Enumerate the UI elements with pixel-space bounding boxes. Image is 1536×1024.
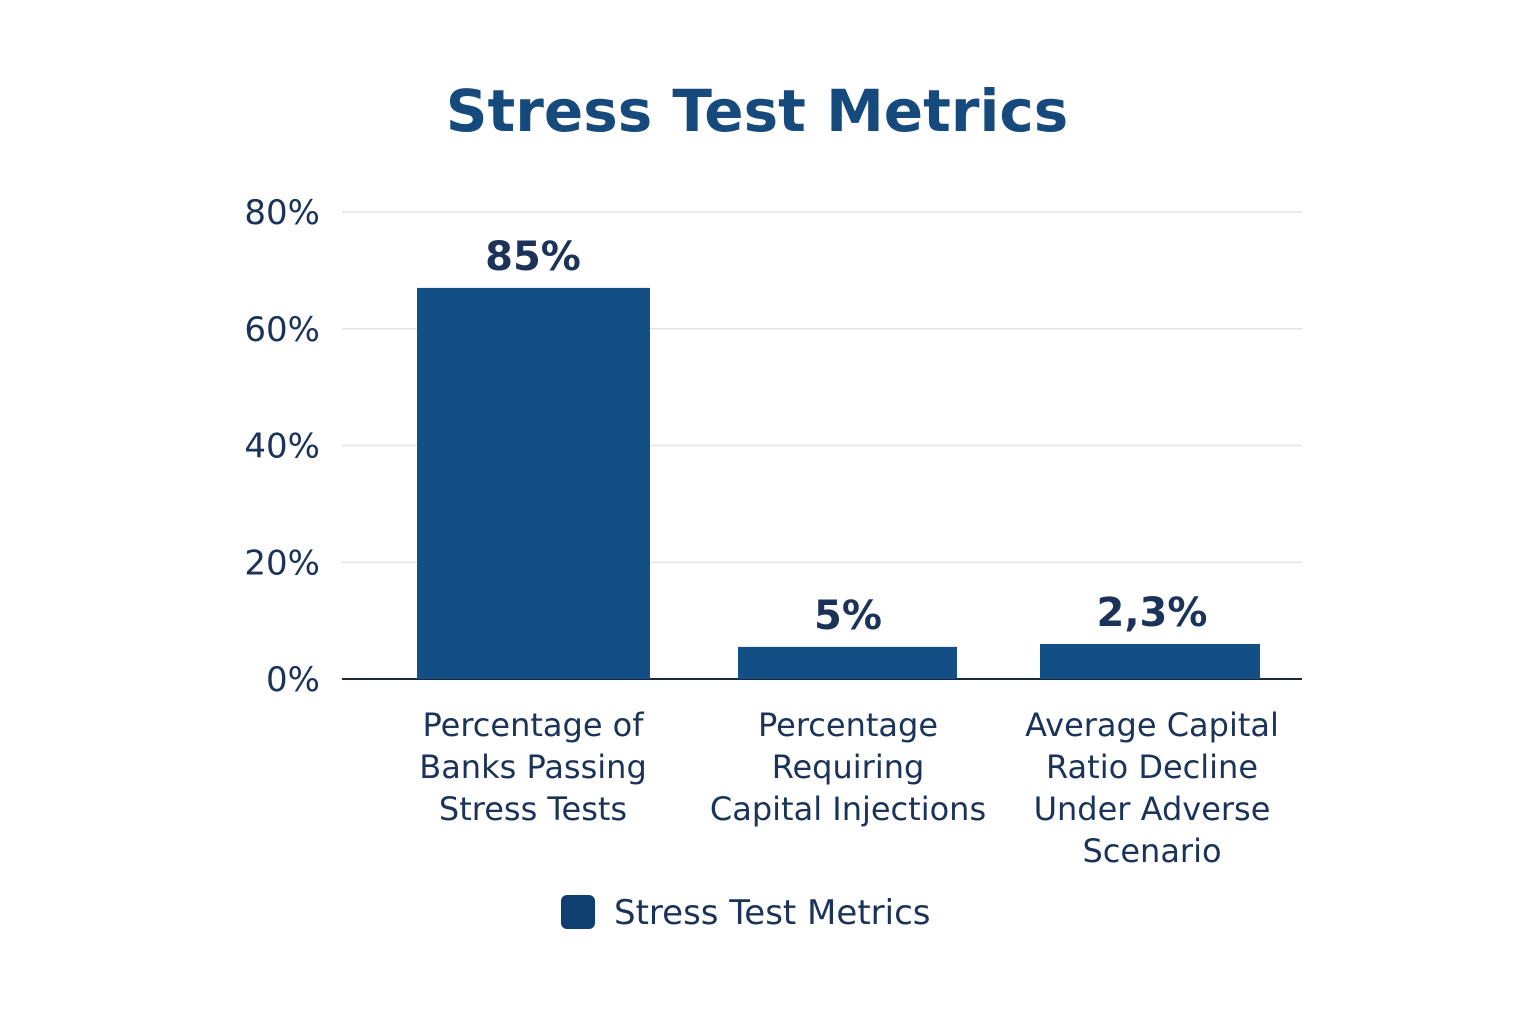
y-tick-label: 40% bbox=[244, 427, 320, 467]
legend-swatch bbox=[561, 895, 595, 929]
bar bbox=[738, 646, 957, 679]
y-tick-label: 80% bbox=[244, 193, 320, 233]
x-tick-label-line: Average Capital bbox=[1025, 706, 1279, 744]
bar-layer bbox=[417, 287, 1260, 679]
x-tick-label-line: Stress Tests bbox=[439, 790, 627, 828]
data-label: 2,3% bbox=[1097, 590, 1208, 636]
chart-title: Stress Test Metrics bbox=[446, 77, 1068, 145]
label-layer: 0% 20% 40% 60% 80% 85% Percentage of Banks Pass… bbox=[244, 193, 1278, 870]
x-tick-label: Percentage Requiring Capital Injections bbox=[710, 706, 986, 828]
data-label: 85% bbox=[485, 234, 581, 280]
x-tick-label-line: Under Adverse bbox=[1034, 790, 1271, 828]
legend-label: Stress Test Metrics bbox=[614, 893, 930, 933]
y-tick-label: 20% bbox=[244, 543, 320, 583]
data-label: 5% bbox=[814, 593, 882, 639]
x-tick-label-line: Requiring bbox=[772, 748, 925, 786]
x-tick-label-line: Scenario bbox=[1082, 832, 1221, 870]
y-tick-label: 0% bbox=[266, 660, 320, 700]
y-tick-label: 60% bbox=[244, 310, 320, 350]
x-tick-label-line: Ratio Decline bbox=[1046, 748, 1258, 786]
bar bbox=[417, 287, 650, 679]
bar bbox=[1040, 643, 1260, 679]
x-tick-label-line: Percentage of bbox=[422, 706, 644, 744]
legend: Stress Test Metrics bbox=[561, 893, 930, 933]
x-tick-label-line: Banks Passing bbox=[419, 748, 647, 786]
x-tick-label-line: Capital Injections bbox=[710, 790, 986, 828]
x-tick-label: Average Capital Ratio Decline Under Advers… bbox=[1025, 706, 1279, 870]
x-tick-label-line: Percentage bbox=[758, 706, 938, 744]
x-tick-label: Percentage of Banks Passing Stress Tests bbox=[419, 706, 647, 828]
